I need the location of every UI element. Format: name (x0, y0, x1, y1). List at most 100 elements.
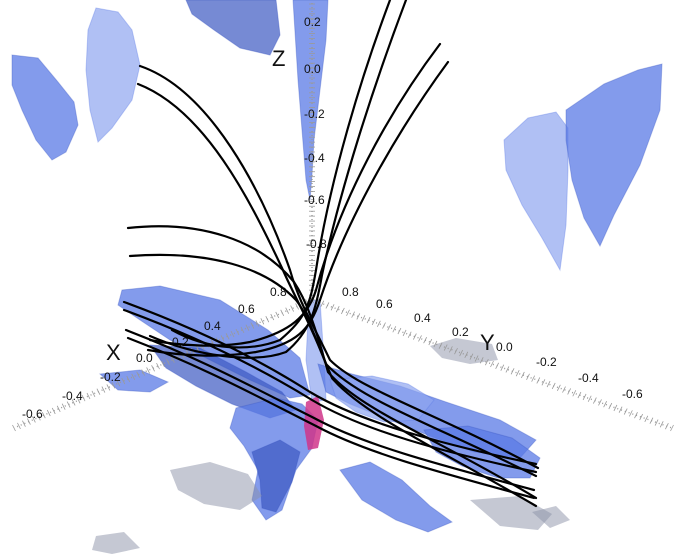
field-line (148, 0, 408, 359)
axis-tick-mark (66, 401, 71, 408)
x-tick-label: -0.6 (22, 407, 43, 421)
y-axis-tick-labels: 0.8 0.6 0.4 0.2 0.0 -0.2 -0.4 -0.6 (342, 285, 643, 401)
axis-tick-mark (136, 371, 141, 378)
axis-tick-mark (608, 402, 613, 410)
axis-tick-mark (255, 320, 260, 327)
x-axis-label: X (106, 340, 121, 365)
x-tick-label: 0.6 (238, 302, 255, 316)
axis-tick-mark (474, 355, 479, 362)
axis-tick-mark (582, 393, 587, 401)
axis-tick-mark (56, 405, 61, 412)
axis-tick-mark (371, 318, 376, 326)
axis-tick-mark (275, 311, 280, 319)
x-tick-label: -0.4 (62, 389, 83, 403)
axis-tick-mark (250, 322, 255, 329)
axis-tick-mark (495, 362, 500, 370)
x-tick-label: 0.0 (136, 351, 153, 365)
isosurface-sheet-right-4 (339, 461, 454, 533)
axis-tick-mark (454, 348, 458, 355)
axis-tick-mark (402, 329, 407, 337)
axis-tick-mark (567, 388, 572, 395)
z-tick-label: 0.2 (304, 15, 321, 29)
axis-tick-mark (131, 373, 136, 380)
y-tick-label: 0.8 (342, 285, 359, 299)
axis-tick-mark (260, 318, 265, 325)
axis-tick-mark (225, 333, 230, 340)
axis-tick-mark (351, 311, 356, 318)
axis-tick-mark (86, 392, 91, 400)
field-lines (122, 0, 540, 508)
field-line (146, 60, 450, 357)
axis-tick-mark (418, 335, 422, 342)
axis-tick-mark (654, 419, 659, 426)
axis-tick-mark (356, 313, 361, 320)
axis-tick-mark (161, 360, 165, 368)
z-axis-label: Z (272, 46, 285, 71)
axis-tick-mark (330, 304, 335, 311)
axis-tick-mark (46, 409, 51, 417)
axis-tick-mark (623, 408, 628, 415)
axis-tick-mark (649, 417, 654, 424)
y-tick-label: -0.2 (536, 355, 557, 369)
axis-tick-mark (106, 384, 111, 391)
axis-tick-mark (270, 313, 275, 321)
axis-tick-mark (235, 328, 240, 336)
axis-tick-mark (526, 373, 530, 380)
axis-tick-mark (146, 367, 150, 374)
axis-tick-mark (320, 300, 325, 307)
field-line (126, 336, 536, 500)
axis-tick-mark (27, 418, 31, 425)
axis-tick-mark (41, 412, 46, 419)
axis-tick-mark (12, 424, 16, 432)
axis-tick-mark (556, 384, 561, 391)
field-line (122, 308, 538, 474)
axis-tick-mark (598, 399, 602, 406)
axis-tick-mark (156, 362, 160, 370)
axis-tick-mark (101, 386, 106, 393)
isosurface-lobe-right-2 (565, 63, 663, 248)
axis-tick-mark (659, 421, 664, 428)
axis-tick-mark (295, 303, 299, 310)
z-axis-tick-labels: 0.2 0.0 -0.2 -0.4 -0.6 -0.8 (304, 15, 327, 251)
y-tick-label: 0.4 (414, 311, 431, 325)
axis-tick-mark (448, 346, 453, 353)
y-tick-label: 0.6 (376, 297, 393, 311)
isosurface-sheet-right-2 (329, 375, 435, 423)
axis-tick-mark (572, 390, 577, 397)
axis-tick-mark (531, 375, 536, 382)
axis-tick-mark (438, 342, 443, 349)
axis-tick-mark (230, 330, 235, 338)
x-tick-label: -0.2 (100, 370, 121, 384)
axis-tick-mark (240, 326, 245, 334)
z-tick-label: 0.0 (304, 62, 321, 76)
axis-tick-mark (500, 364, 505, 371)
axis-tick-mark (541, 379, 546, 386)
axis-tick-mark (335, 305, 340, 313)
axis-tick-mark (469, 353, 474, 360)
axis-tick-mark (484, 358, 489, 366)
axis-tick-mark (141, 369, 145, 376)
y-tick-label: -0.6 (622, 387, 643, 401)
isosurfaces (11, 0, 663, 554)
axes: 0.8 0.6 0.4 0.2 0.0 -0.2 -0.4 -0.6 0.8 0… (12, 0, 674, 432)
axis-tick-mark (577, 391, 582, 399)
axis-tick-mark (634, 412, 638, 419)
y-tick-label: -0.4 (578, 371, 599, 385)
axis-tick-mark (166, 358, 170, 366)
axis-tick-mark (618, 406, 623, 413)
axis-tick-mark (280, 309, 285, 316)
axis-tick-mark (220, 335, 225, 342)
axis-tick-mark (76, 397, 81, 404)
axis-tick-mark (510, 368, 515, 375)
z-tick-label: -0.2 (304, 107, 325, 121)
isosurface-lobe-top-center (185, 0, 281, 56)
y-tick-label: 0.2 (452, 325, 469, 339)
axis-tick-mark (71, 399, 76, 406)
axis-tick-mark (515, 369, 520, 377)
axis-tick-mark (61, 403, 66, 410)
axis-tick-mark (22, 420, 26, 427)
axis-tick-mark (245, 324, 250, 331)
axis-tick-mark (290, 305, 294, 312)
